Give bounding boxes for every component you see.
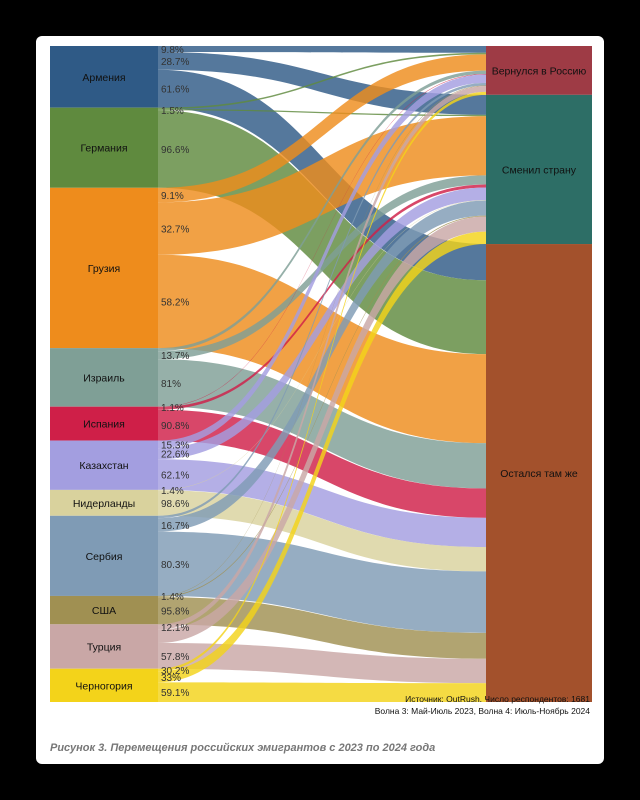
flow-казахстан-to-returned [158,74,486,449]
percent-label: 28.7% [161,57,189,68]
percent-label: 1.5% [161,106,184,117]
source-node-сербия [50,515,158,596]
flow-турция-to-stayed [158,643,486,684]
source-label: США [92,605,116,617]
flow-казахстан-to-stayed [158,459,486,548]
source-label: Грузия [88,263,120,275]
flow-сша-to-returned [158,85,486,597]
flow-испания-to-moved [158,184,486,410]
percent-label: 57.8% [161,652,189,663]
source-node-черногория [50,668,158,702]
source-label: Черногория [75,680,132,692]
waves-note: Волна 3: Май-Июль 2023, Волна 4: Июль-Но… [374,706,590,716]
percent-label: 81% [161,379,181,390]
percent-label: 33% [161,673,181,684]
flow-турция-to-moved [158,216,486,644]
percent-label: 98.6% [161,499,189,510]
nodes [50,46,592,703]
flow-грузия-to-returned [158,54,486,203]
target-node-вернулся-в-россию [486,46,592,95]
flow-сша-to-stayed [158,597,486,659]
percent-label: 62.1% [161,471,189,482]
source-node-израиль [50,348,158,407]
flow-испания-to-returned [158,74,486,408]
source-label: Испания [83,419,125,431]
percent-label: 58.2% [161,297,189,308]
target-label: Сменил страну [502,164,577,176]
source-note: Источник: OutRush. Число респондентов: 1… [405,694,590,704]
flow-турция-to-returned [158,85,486,630]
figure-caption: Рисунок 3. Перемещения российских эмигра… [50,742,436,754]
flow-германия-to-returned [158,52,486,110]
source-node-сша [50,595,158,625]
percent-label: 95.8% [161,607,189,618]
flow-израиль-to-returned [158,70,486,352]
flow-нидерланды-to-moved [158,200,486,491]
flow-казахстан-to-moved [158,187,486,460]
percent-label: 1.4% [161,592,184,603]
flow-грузия-to-stayed [158,254,486,444]
flow-черногория-to-returned [158,91,486,672]
flow-испания-to-stayed [158,409,486,518]
source-label: Турция [87,642,121,654]
labels: Армения 9.8%28.7% 61.6% Германия 1.5% 96.6% Гр… [73,45,587,699]
percent-label: 12.1% [161,623,189,634]
source-label: Германия [80,143,127,155]
source-label: Нидерланды [73,498,135,510]
percent-label: 9.8% [161,45,184,56]
percent-label: 30.2% [161,666,189,677]
percent-label: 61.6% [161,85,189,96]
percent-label: 80.3% [161,560,189,571]
flow-армения-to-moved [158,52,486,115]
flow-израиль-to-moved [158,175,486,360]
percent-label: 16.7% [161,521,189,532]
flow-черногория-to-stayed [158,682,486,702]
flow-сша-to-moved [158,215,486,598]
target-node-остался-там-же [486,244,592,703]
percent-label: 1.1% [161,403,184,414]
percent-label: 13.7% [161,351,189,362]
percent-label: 59.1% [161,688,189,699]
flow-сербия-to-returned [158,82,486,519]
target-label: Вернулся в Россию [492,65,587,77]
source-node-нидерланды [50,489,158,516]
source-label: Сербия [86,551,123,563]
source-label: Армения [82,72,125,84]
source-node-испания [50,406,158,441]
percent-label: 32.7% [161,225,189,236]
flow-нидерланды-to-stayed [158,490,486,572]
source-node-армения [50,46,158,108]
percent-label: 90.8% [161,421,189,432]
flow-links [158,46,486,702]
percent-label: 22.6% [161,450,189,461]
percent-label: 96.6% [161,145,189,156]
source-label: Израиль [83,372,125,384]
flow-армения-to-returned [158,46,486,53]
source-label: Казахстан [79,460,128,472]
percent-label: 9.1% [161,191,184,202]
target-label: Остался там же [500,468,578,480]
flow-германия-to-stayed [158,110,486,355]
source-node-грузия [50,187,158,349]
flow-черногория-to-moved [158,231,486,683]
source-node-германия [50,107,158,188]
target-node-сменил-страну [486,94,592,245]
flow-сербия-to-moved [158,200,486,532]
flow-грузия-to-moved [158,116,486,255]
flow-сербия-to-stayed [158,531,486,633]
source-node-казахстан [50,440,158,490]
source-node-турция [50,624,158,669]
percent-label: 15.3% [161,440,189,451]
percent-label: 1.4% [161,486,184,497]
